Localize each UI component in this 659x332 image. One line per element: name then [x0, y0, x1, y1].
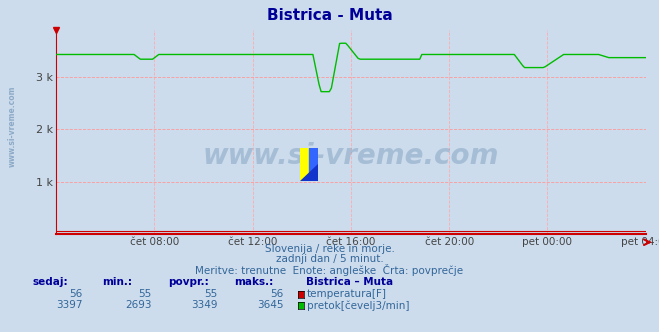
- Text: sedaj:: sedaj:: [33, 277, 69, 287]
- Text: Slovenija / reke in morje.: Slovenija / reke in morje.: [264, 244, 395, 254]
- Text: 55: 55: [138, 289, 152, 299]
- Text: pretok[čevelj3/min]: pretok[čevelj3/min]: [307, 300, 410, 311]
- Text: min.:: min.:: [102, 277, 132, 287]
- Text: povpr.:: povpr.:: [168, 277, 209, 287]
- Text: 3645: 3645: [257, 300, 283, 310]
- Text: 3397: 3397: [56, 300, 82, 310]
- Text: maks.:: maks.:: [234, 277, 273, 287]
- Text: Bistrica - Muta: Bistrica - Muta: [267, 8, 392, 23]
- Text: Bistrica – Muta: Bistrica – Muta: [306, 277, 393, 287]
- Text: 56: 56: [270, 289, 283, 299]
- Text: www.si-vreme.com: www.si-vreme.com: [203, 142, 499, 170]
- Text: 56: 56: [69, 289, 82, 299]
- Text: 3349: 3349: [191, 300, 217, 310]
- Bar: [309, 148, 318, 181]
- Text: temperatura[F]: temperatura[F]: [307, 289, 387, 299]
- Text: zadnji dan / 5 minut.: zadnji dan / 5 minut.: [275, 254, 384, 264]
- Text: Meritve: trenutne  Enote: angleške  Črta: povprečje: Meritve: trenutne Enote: angleške Črta: …: [196, 264, 463, 276]
- Text: 55: 55: [204, 289, 217, 299]
- Text: www.si-vreme.com: www.si-vreme.com: [8, 85, 17, 167]
- Text: 2693: 2693: [125, 300, 152, 310]
- Polygon shape: [300, 164, 318, 181]
